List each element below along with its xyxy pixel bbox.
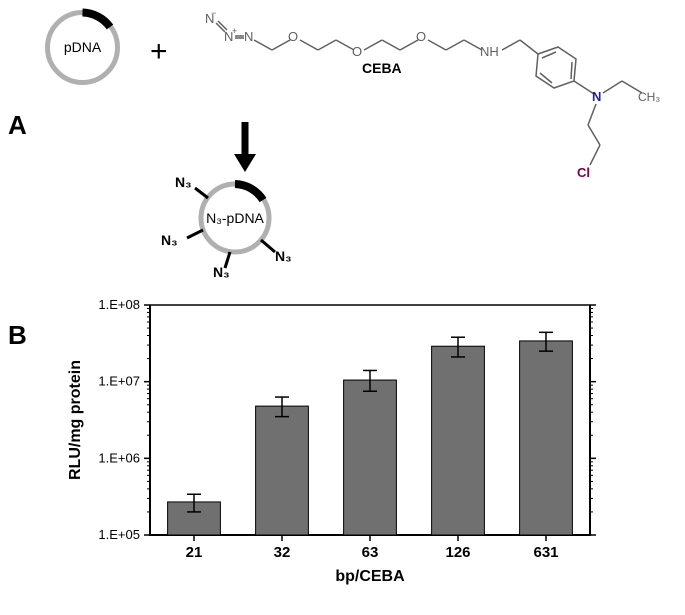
svg-text:pDNA: pDNA <box>64 39 102 55</box>
svg-text:N₃-pDNA: N₃-pDNA <box>206 210 264 226</box>
n3-label-r: N₃ <box>275 248 292 264</box>
svg-text:NH: NH <box>480 44 499 59</box>
n3-label-l: N₃ <box>161 232 178 248</box>
svg-text:O: O <box>352 44 362 59</box>
svg-text:1.E+05: 1.E+05 <box>98 527 140 542</box>
n3-label-b: N₃ <box>213 264 230 280</box>
svg-text:63: 63 <box>362 544 379 561</box>
svg-text:CH₃: CH₃ <box>638 90 660 104</box>
svg-text:1.E+07: 1.E+07 <box>98 374 140 389</box>
svg-text:21: 21 <box>186 544 203 561</box>
svg-text:−: − <box>211 8 216 18</box>
n3-pdna-plasmid: N₃-pDNA N₃ N₃ N₃ N₃ <box>145 170 325 280</box>
ceba-structure: N − N + N O O O NH <box>190 5 670 185</box>
svg-text:126: 126 <box>445 544 470 561</box>
pdna-plasmid: pDNA <box>40 5 125 90</box>
panel-a-label: A <box>8 110 27 141</box>
svg-text:32: 32 <box>274 544 291 561</box>
svg-text:N: N <box>592 89 601 104</box>
svg-text:bp/CEBA: bp/CEBA <box>335 568 405 585</box>
n3-label-tl: N₃ <box>175 174 192 190</box>
panel-a: pDNA + N − N + N O O O <box>30 5 670 265</box>
plus-sign: + <box>150 35 168 69</box>
svg-text:+: + <box>232 26 237 36</box>
svg-text:N: N <box>244 29 253 44</box>
bar-chart: 1.E+05 1.E+06 1.E+07 1.E+08 21 32 63 126 631 RLU/… <box>60 295 620 595</box>
reaction-arrow <box>230 120 260 170</box>
svg-text:1.E+06: 1.E+06 <box>98 450 140 465</box>
svg-text:O: O <box>288 29 298 44</box>
svg-text:Cl: Cl <box>577 165 590 180</box>
svg-text:1.E+08: 1.E+08 <box>98 297 140 312</box>
svg-text:O: O <box>416 29 426 44</box>
svg-text:631: 631 <box>533 544 558 561</box>
ceba-label: CEBA <box>362 60 402 76</box>
svg-text:RLU/mg protein: RLU/mg protein <box>67 360 84 480</box>
panel-b-label: B <box>8 320 27 351</box>
